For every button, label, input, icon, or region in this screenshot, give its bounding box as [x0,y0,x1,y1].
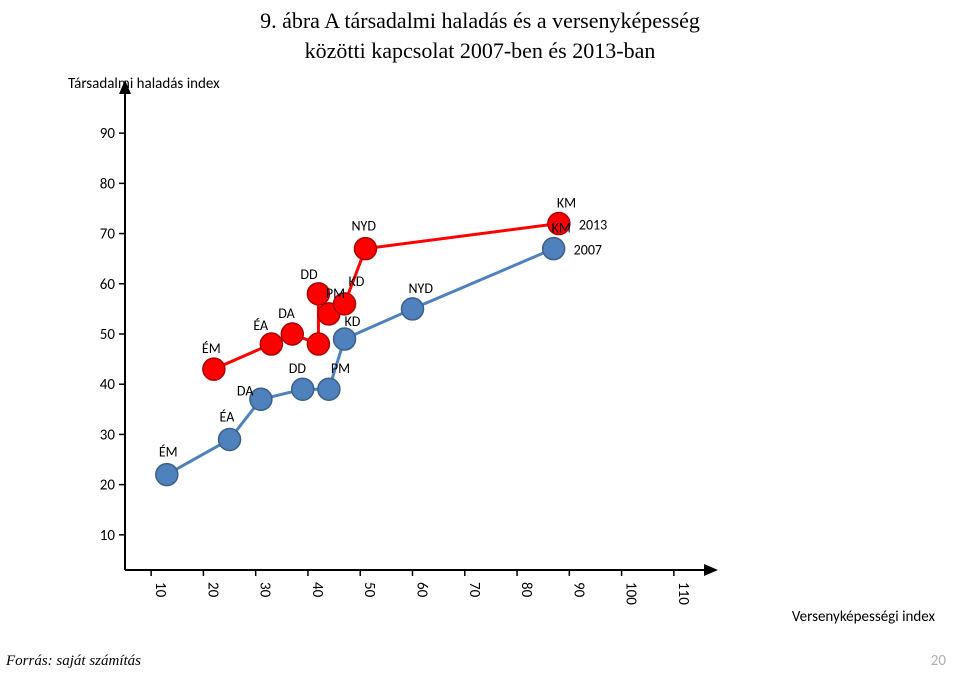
x-axis-title: Versenyképességi index [792,608,935,626]
svg-text:2013: 2013 [579,217,607,234]
svg-text:20: 20 [203,582,221,598]
svg-text:DD: DD [289,360,307,377]
scatter-chart: 10 20 30 40 50 60 70 80 90 10 20 30 40 50 60 70 80 90 100 1… [70,70,870,630]
svg-text:PM: PM [331,360,350,377]
svg-text:60: 60 [100,276,116,294]
svg-text:70: 70 [465,582,483,598]
svg-text:ÉA: ÉA [253,317,269,334]
svg-text:40: 40 [100,376,116,394]
svg-text:100: 100 [622,582,640,605]
chart-title: 9. ábra A társadalmi haladás és a versen… [0,6,960,65]
svg-text:KD: KD [345,313,361,330]
svg-text:NYD: NYD [409,280,434,297]
source-text: Forrás: saját számítás [6,653,141,670]
svg-text:80: 80 [517,582,535,598]
svg-text:110: 110 [674,582,692,605]
svg-text:KD: KD [349,273,365,290]
svg-text:20: 20 [100,477,116,495]
svg-text:50: 50 [360,582,378,598]
svg-text:40: 40 [308,582,326,598]
svg-text:2007: 2007 [574,242,602,259]
svg-text:NYD: NYD [351,218,376,235]
svg-text:90: 90 [569,582,587,598]
svg-text:ÉM: ÉM [159,444,178,461]
svg-text:10: 10 [151,582,169,598]
svg-text:10: 10 [100,527,116,545]
svg-text:PM: PM [326,285,345,302]
svg-text:DD: DD [300,266,318,283]
svg-text:DA: DA [278,305,295,322]
svg-text:DA: DA [237,382,254,399]
svg-text:50: 50 [100,326,116,344]
svg-text:ÉM: ÉM [202,340,221,357]
title-line-1: 9. ábra A társadalmi haladás és a versen… [260,8,700,33]
page-number: 20 [931,652,946,670]
svg-text:80: 80 [100,175,116,193]
svg-text:60: 60 [413,582,431,598]
svg-text:30: 30 [256,582,274,598]
title-line-2: közötti kapcsolat 2007-ben és 2013-ban [305,38,656,63]
svg-text:KM: KM [552,220,571,237]
svg-text:ÉA: ÉA [220,408,236,425]
svg-text:70: 70 [100,226,116,244]
svg-text:90: 90 [100,125,116,143]
svg-text:KM: KM [557,195,576,212]
svg-text:30: 30 [100,426,116,444]
